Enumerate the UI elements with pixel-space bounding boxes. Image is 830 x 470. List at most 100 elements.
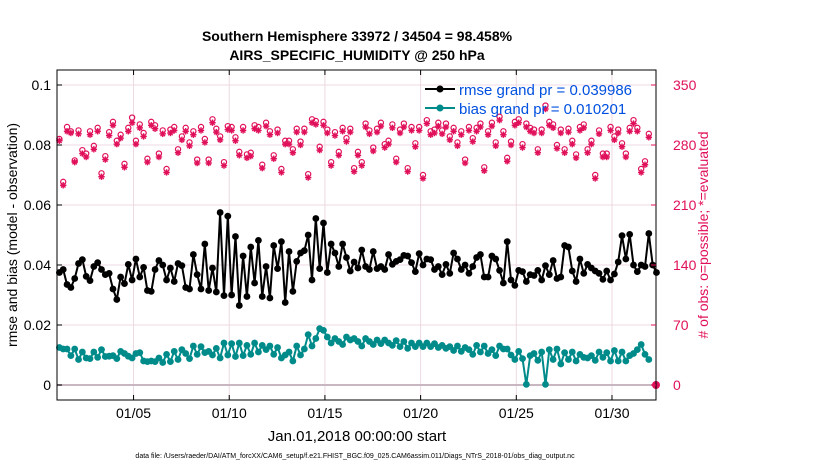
obs-evaluated-marker	[125, 128, 132, 135]
bias-series	[55, 325, 653, 388]
obs-evaluated-marker	[327, 162, 335, 169]
obs-evaluated-stroke	[102, 156, 109, 163]
obs-evaluated-marker	[385, 140, 392, 148]
bias-point	[63, 345, 71, 353]
obs-evaluated-marker	[232, 137, 239, 144]
bias-point	[542, 381, 549, 388]
obs-evaluated-marker	[492, 142, 499, 150]
obs-evaluated-stroke	[362, 124, 369, 130]
obs-evaluated-stroke	[236, 152, 243, 159]
obs-evaluated-marker	[350, 168, 358, 175]
bias-point	[480, 342, 488, 350]
obs-evaluated-stroke	[500, 131, 507, 138]
zero-line	[57, 381, 660, 389]
bias-point	[538, 348, 546, 356]
obs-evaluated-marker	[400, 123, 408, 131]
obs-evaluated-marker	[423, 120, 431, 127]
obs-evaluated-marker	[473, 128, 480, 135]
rmse-point	[350, 258, 358, 266]
rmse-point	[454, 255, 461, 263]
bias-point	[618, 348, 626, 356]
y-tick-label-right: 0	[673, 377, 681, 393]
rmse-point	[262, 263, 270, 270]
obs-evaluated-marker	[79, 150, 86, 157]
obs-evaluated-marker	[197, 127, 205, 134]
rmse-point	[630, 261, 637, 269]
obs-evaluated-stroke	[171, 127, 177, 134]
obs-evaluated-marker	[136, 124, 143, 132]
bias-point	[86, 355, 94, 362]
y-tick-label: 0.04	[24, 257, 51, 273]
obs-evaluated-marker	[266, 131, 274, 138]
x-tick-label: 01/25	[499, 405, 534, 421]
obs-evaluated-stroke	[561, 149, 568, 156]
rmse-point	[339, 240, 347, 248]
obs-evaluated-stroke	[106, 132, 112, 139]
obs-evaluated-marker	[301, 128, 308, 136]
rmse-point	[366, 266, 373, 273]
obs-evaluated-stroke	[603, 154, 610, 160]
rmse-point	[503, 238, 511, 246]
x-tick-label: 01/15	[307, 405, 342, 421]
rmse-point	[434, 263, 442, 270]
rmse-point	[140, 264, 147, 271]
obs-evaluated-stroke	[110, 122, 116, 129]
obs-evaluated-marker	[255, 127, 262, 134]
obs-evaluated-stroke	[416, 127, 422, 134]
obs-evaluated-marker	[343, 138, 350, 145]
rmse-point	[186, 285, 193, 293]
obs-evaluated-stroke	[91, 146, 97, 153]
bias-point	[530, 350, 538, 357]
obs-evaluated-marker	[615, 129, 622, 137]
obs-evaluated-stroke	[152, 125, 158, 132]
obs-evaluated-stroke	[542, 106, 549, 112]
rmse-point	[610, 270, 618, 278]
obs-evaluated-stroke	[558, 130, 564, 136]
rmse-point	[549, 257, 557, 264]
obs-evaluated-marker	[60, 182, 67, 189]
rmse-point	[281, 299, 289, 306]
bias-point	[549, 356, 557, 363]
rmse-point	[469, 263, 477, 270]
obs-evaluated-stroke	[420, 175, 426, 182]
bias-point	[607, 357, 614, 365]
rmse-point	[599, 276, 607, 283]
rmse-point	[446, 270, 454, 277]
bias-point	[251, 339, 258, 347]
rmse-point	[568, 267, 576, 275]
bias-point	[189, 342, 197, 350]
obs-evaluated-marker	[113, 140, 121, 148]
obs-evaluated-marker	[404, 168, 411, 175]
bias-point	[90, 348, 98, 356]
obs-evaluated-stroke	[332, 132, 338, 139]
obs-evaluated-stroke	[642, 161, 648, 168]
obs-evaluated-marker	[213, 128, 220, 136]
rmse-point	[274, 265, 281, 272]
obs-evaluated-stroke	[293, 129, 300, 135]
rmse-point	[205, 287, 213, 294]
obs-evaluated-stroke	[630, 120, 637, 127]
rmse-point	[316, 265, 324, 272]
bias-point	[312, 335, 320, 342]
legend-bias-label: bias grand pr = 0.010201	[459, 101, 626, 118]
bias-point	[289, 357, 297, 365]
obs-evaluated-stroke	[190, 131, 197, 138]
rmse-point	[442, 261, 450, 268]
obs-evaluated-stroke	[305, 174, 311, 181]
bias-point	[247, 351, 255, 358]
obs-evaluated-marker	[270, 155, 277, 162]
obs-evaluated-marker	[611, 136, 618, 144]
y-axis-label-right: # of obs: o=possible; *=evaluated	[695, 131, 711, 338]
bias-point	[522, 381, 530, 388]
obs-evaluated-marker	[546, 122, 553, 129]
obs-evaluated-stroke	[515, 119, 522, 126]
rmse-point	[358, 246, 366, 254]
obs-evaluated-marker	[335, 152, 342, 159]
bias-point	[519, 355, 526, 362]
obs-evaluated-stroke	[60, 182, 66, 189]
obs-evaluated-marker	[393, 158, 400, 166]
rmse-point	[530, 272, 538, 279]
obs-evaluated-stroke	[175, 149, 181, 156]
rmse-point	[595, 270, 603, 277]
